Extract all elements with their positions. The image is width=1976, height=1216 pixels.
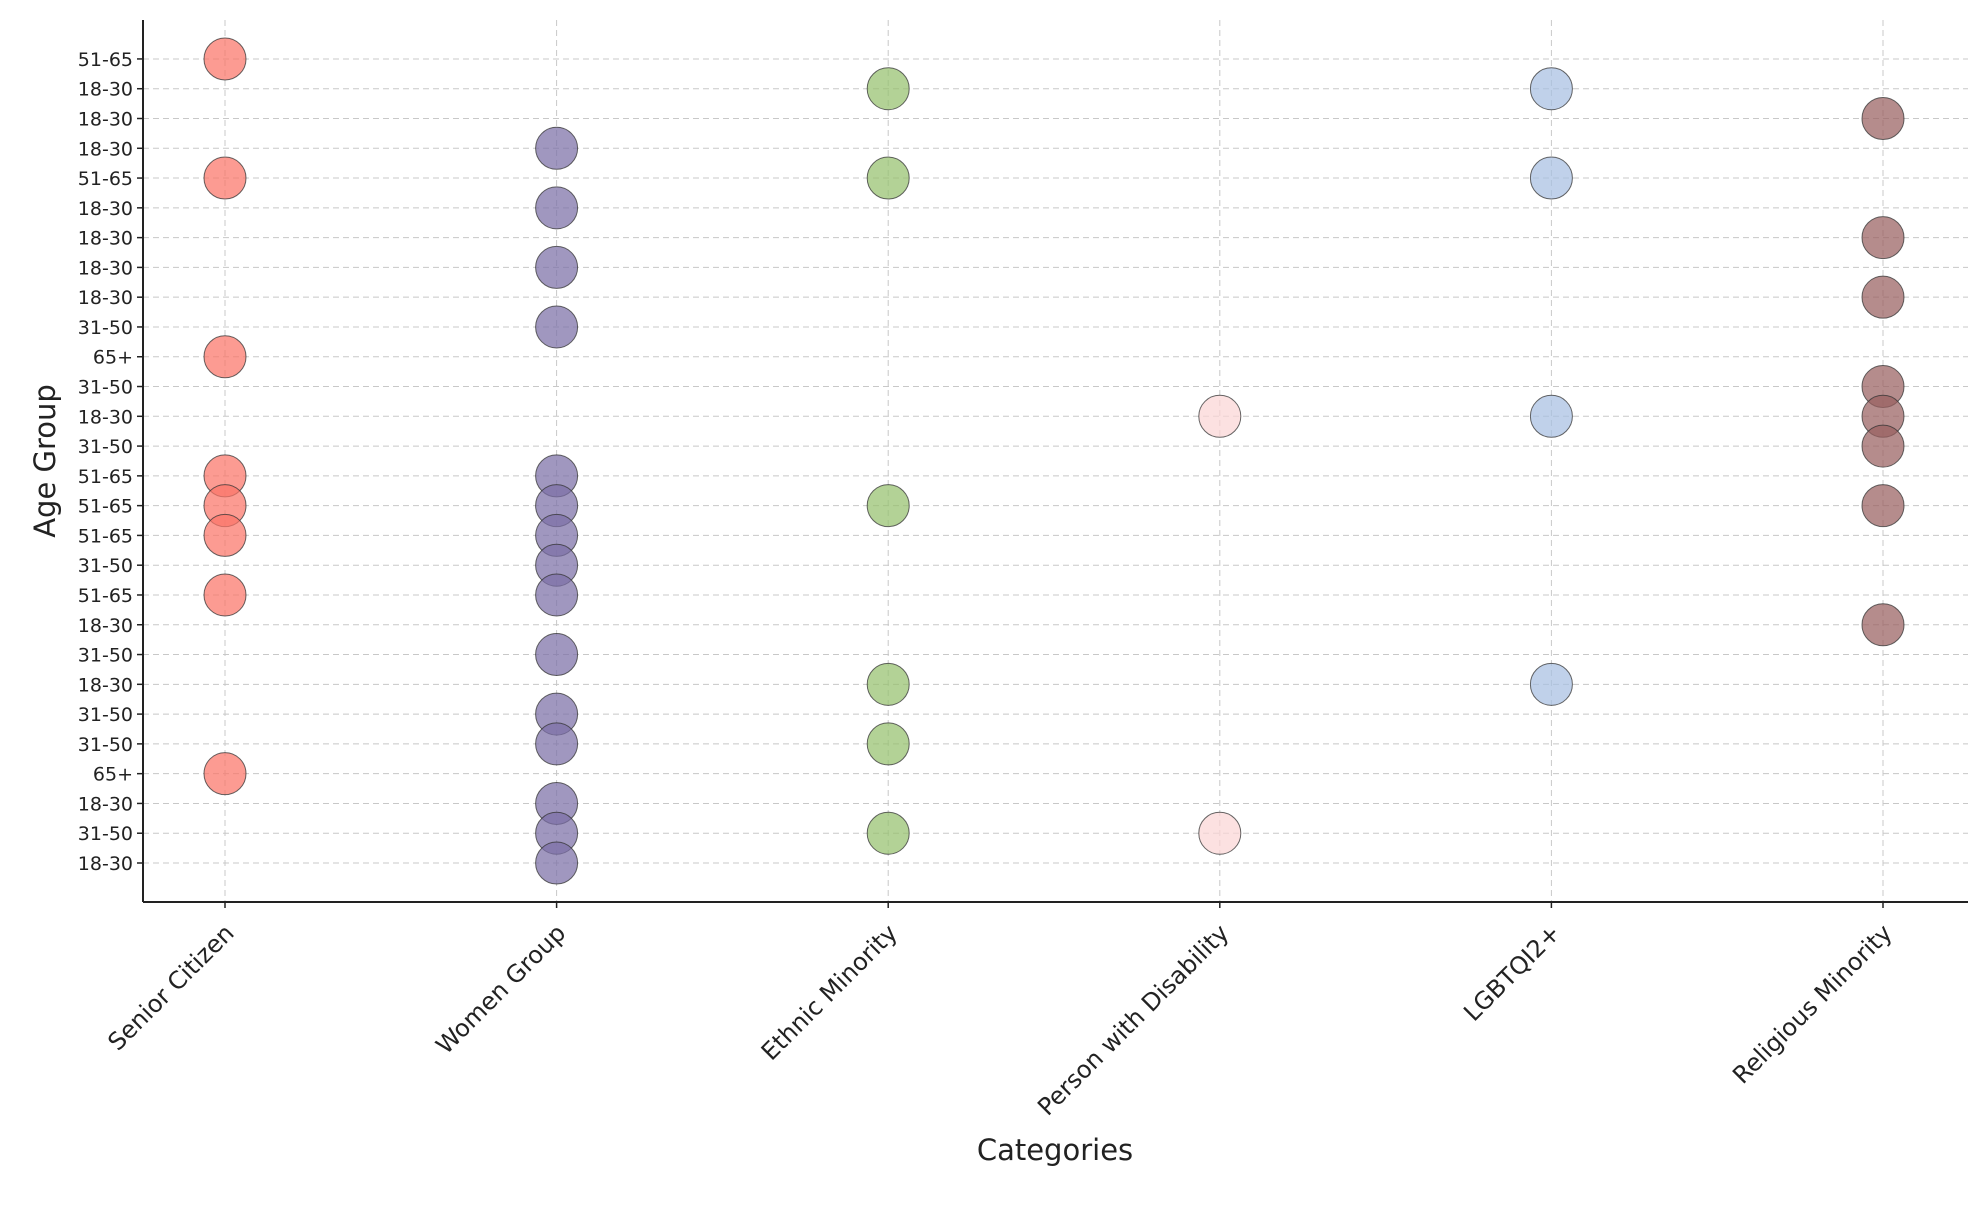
point-religious-minority — [1861, 97, 1905, 140]
point-ethnic-minority — [866, 156, 910, 200]
y-tick-label: 31-50 — [78, 436, 133, 458]
x-tick-labels: Senior Citizen Women Group Ethnic Minority… — [102, 902, 1898, 1121]
point-women-group — [535, 245, 579, 289]
x-tick-label-senior-citizen: Senior Citizen — [102, 919, 239, 1056]
point-women-group — [535, 305, 579, 349]
point-ethnic-minority — [866, 662, 910, 706]
y-tick-label: 31-50 — [78, 734, 133, 756]
axes — [142, 20, 1968, 903]
y-tick-label: 18-30 — [78, 79, 133, 101]
y-tick-label: 51-65 — [78, 525, 133, 547]
y-tick-label: 31-50 — [78, 823, 133, 845]
point-religious-minority — [1861, 216, 1905, 260]
x-tick-label-women-group: Women Group — [431, 919, 572, 1060]
grid — [143, 20, 1968, 902]
point-ethnic-minority — [866, 67, 910, 111]
y-tick-label: 51-65 — [78, 49, 133, 71]
y-tick-label: 51-65 — [78, 466, 133, 488]
point-lgbtqi2 — [1529, 394, 1573, 438]
point-lgbtqi2 — [1529, 67, 1573, 111]
x-tick-label-religious-minority: Religious Minority — [1727, 919, 1897, 1089]
y-tick-label: 18-30 — [78, 406, 133, 428]
point-ethnic-minority — [866, 811, 910, 855]
point-senior-citizen — [203, 573, 247, 617]
y-tick-label: 51-65 — [78, 496, 133, 518]
x-tick-label-ethnic-minority: Ethnic Minority — [756, 919, 903, 1066]
y-tick-label: 65+ — [93, 764, 133, 786]
point-women-group — [535, 722, 579, 766]
y-tick-label: 18-30 — [78, 198, 133, 220]
point-religious-minority — [1861, 424, 1905, 468]
y-tick-label: 31-50 — [78, 704, 133, 726]
data-points — [203, 37, 1905, 885]
point-ethnic-minority — [866, 484, 910, 528]
point-women-group — [535, 186, 579, 230]
point-religious-minority — [1861, 275, 1905, 319]
y-tick-label: 51-65 — [78, 585, 133, 607]
y-tick-label: 18-30 — [78, 615, 133, 637]
point-religious-minority — [1861, 603, 1905, 647]
point-senior-citizen — [203, 156, 247, 200]
y-tick-label: 18-30 — [78, 228, 133, 250]
point-women-group — [535, 633, 579, 677]
y-tick-label: 51-65 — [78, 168, 133, 190]
y-tick-labels: 18-30 31-50 18-30 65+ 31-50 31-50 18-30 31-50 18… — [78, 49, 143, 875]
y-tick-label: 31-50 — [78, 317, 133, 339]
y-tick-label: 18-30 — [78, 257, 133, 279]
point-senior-citizen — [203, 513, 247, 557]
y-tick-label: 65+ — [93, 347, 133, 369]
y-tick-label: 18-30 — [78, 109, 133, 131]
point-senior-citizen — [203, 335, 247, 379]
x-tick-label-person-with-disability: Person with Disability — [1032, 919, 1234, 1121]
point-lgbtqi2 — [1529, 662, 1573, 706]
point-women-group — [535, 841, 579, 885]
y-tick-label: 31-50 — [78, 377, 133, 399]
point-religious-minority — [1861, 484, 1905, 528]
point-senior-citizen — [203, 37, 247, 81]
y-axis-title: Age Group — [28, 384, 62, 538]
point-ethnic-minority — [866, 722, 910, 766]
point-lgbtqi2 — [1529, 156, 1573, 200]
y-tick-label: 18-30 — [78, 793, 133, 815]
point-person-with-disability — [1198, 394, 1242, 438]
y-tick-label: 18-30 — [78, 287, 133, 309]
y-tick-label: 18-30 — [78, 674, 133, 696]
y-tick-label: 31-50 — [78, 645, 133, 667]
y-tick-label: 18-30 — [78, 138, 133, 160]
y-tick-label: 18-30 — [78, 853, 133, 875]
point-women-group — [535, 573, 579, 617]
x-axis-title: Categories — [977, 1133, 1133, 1167]
x-tick-label-lgbtqi2: LGBTQI2+ — [1458, 919, 1566, 1027]
y-tick-label: 31-50 — [78, 555, 133, 577]
point-senior-citizen — [203, 752, 247, 796]
point-women-group — [535, 126, 579, 170]
point-person-with-disability — [1198, 811, 1242, 855]
